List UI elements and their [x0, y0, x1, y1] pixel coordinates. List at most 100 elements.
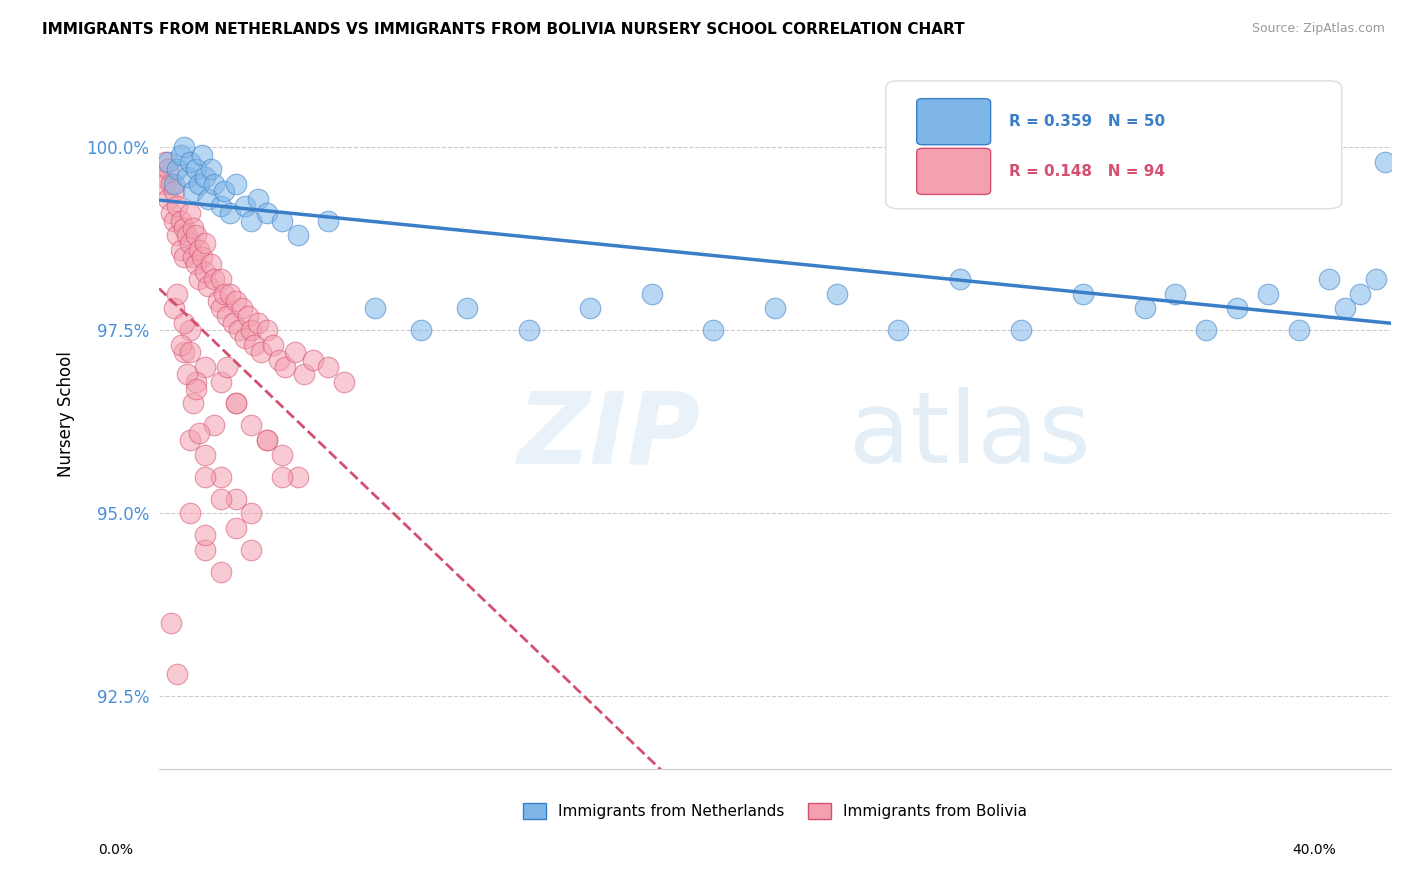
Point: [409, 323, 432, 337]
Point: [194, 528, 217, 542]
Point: [262, 338, 284, 352]
Point: [271, 469, 294, 483]
Point: [287, 228, 309, 243]
Y-axis label: Nursery School: Nursery School: [58, 351, 75, 477]
Point: [197, 192, 219, 206]
Text: 40.0%: 40.0%: [1292, 843, 1336, 857]
Point: [240, 418, 263, 433]
Point: [240, 323, 263, 337]
Point: [209, 199, 232, 213]
FancyBboxPatch shape: [886, 81, 1341, 209]
Point: [184, 257, 207, 271]
Point: [209, 301, 232, 316]
Point: [225, 396, 247, 410]
Point: [256, 433, 278, 447]
Point: [173, 316, 195, 330]
Point: [218, 286, 240, 301]
Point: [179, 206, 201, 220]
Point: [184, 382, 207, 396]
Legend: Immigrants from Netherlands, Immigrants from Bolivia: Immigrants from Netherlands, Immigrants …: [517, 797, 1033, 825]
Point: [231, 301, 253, 316]
Point: [225, 521, 247, 535]
Point: [194, 265, 217, 279]
Text: ZIP: ZIP: [517, 387, 702, 484]
Point: [256, 323, 278, 337]
Point: [212, 184, 235, 198]
Point: [176, 368, 198, 382]
Point: [209, 565, 232, 579]
Point: [240, 542, 263, 557]
Point: [318, 359, 340, 374]
Point: [204, 177, 226, 191]
Point: [209, 469, 232, 483]
Point: [215, 359, 238, 374]
Point: [173, 140, 195, 154]
Point: [702, 323, 724, 337]
Point: [333, 375, 356, 389]
Point: [825, 286, 848, 301]
Point: [1257, 286, 1279, 301]
Point: [209, 491, 232, 506]
Point: [240, 506, 263, 520]
Point: [283, 345, 305, 359]
Point: [207, 293, 229, 308]
Point: [184, 228, 207, 243]
Point: [169, 243, 191, 257]
Point: [157, 192, 180, 206]
Point: [246, 316, 269, 330]
Point: [222, 316, 245, 330]
Point: [150, 169, 173, 184]
Text: R = 0.359   N = 50: R = 0.359 N = 50: [1010, 114, 1166, 128]
Point: [188, 272, 211, 286]
Point: [218, 206, 240, 220]
Point: [166, 162, 188, 177]
Point: [243, 338, 266, 352]
Point: [160, 615, 183, 630]
Text: 0.0%: 0.0%: [98, 843, 134, 857]
Point: [169, 147, 191, 161]
Point: [249, 345, 271, 359]
Point: [181, 220, 204, 235]
Point: [887, 323, 910, 337]
FancyBboxPatch shape: [917, 99, 991, 145]
Point: [194, 469, 217, 483]
Point: [188, 425, 211, 440]
Text: R = 0.148   N = 94: R = 0.148 N = 94: [1010, 163, 1166, 178]
Point: [166, 286, 188, 301]
Point: [274, 359, 297, 374]
Point: [163, 213, 186, 227]
Point: [318, 213, 340, 227]
Text: Source: ZipAtlas.com: Source: ZipAtlas.com: [1251, 22, 1385, 36]
Point: [456, 301, 478, 316]
Point: [166, 199, 188, 213]
Point: [233, 331, 256, 345]
Point: [225, 177, 247, 191]
Point: [225, 293, 247, 308]
Point: [271, 448, 294, 462]
Point: [163, 301, 186, 316]
Point: [292, 368, 315, 382]
Point: [225, 491, 247, 506]
Point: [256, 433, 278, 447]
Point: [179, 235, 201, 250]
Point: [153, 155, 176, 169]
Point: [271, 213, 294, 227]
Point: [173, 345, 195, 359]
Point: [1195, 323, 1218, 337]
Point: [194, 542, 217, 557]
Point: [1226, 301, 1249, 316]
Point: [212, 286, 235, 301]
Point: [209, 272, 232, 286]
Point: [763, 301, 786, 316]
Point: [181, 396, 204, 410]
Point: [179, 155, 201, 169]
Point: [184, 375, 207, 389]
Point: [246, 192, 269, 206]
Text: IMMIGRANTS FROM NETHERLANDS VS IMMIGRANTS FROM BOLIVIA NURSERY SCHOOL CORRELATIO: IMMIGRANTS FROM NETHERLANDS VS IMMIGRANT…: [42, 22, 965, 37]
Point: [166, 228, 188, 243]
Point: [157, 162, 180, 177]
Point: [256, 206, 278, 220]
Point: [194, 169, 217, 184]
FancyBboxPatch shape: [917, 148, 991, 194]
Point: [1288, 323, 1310, 337]
